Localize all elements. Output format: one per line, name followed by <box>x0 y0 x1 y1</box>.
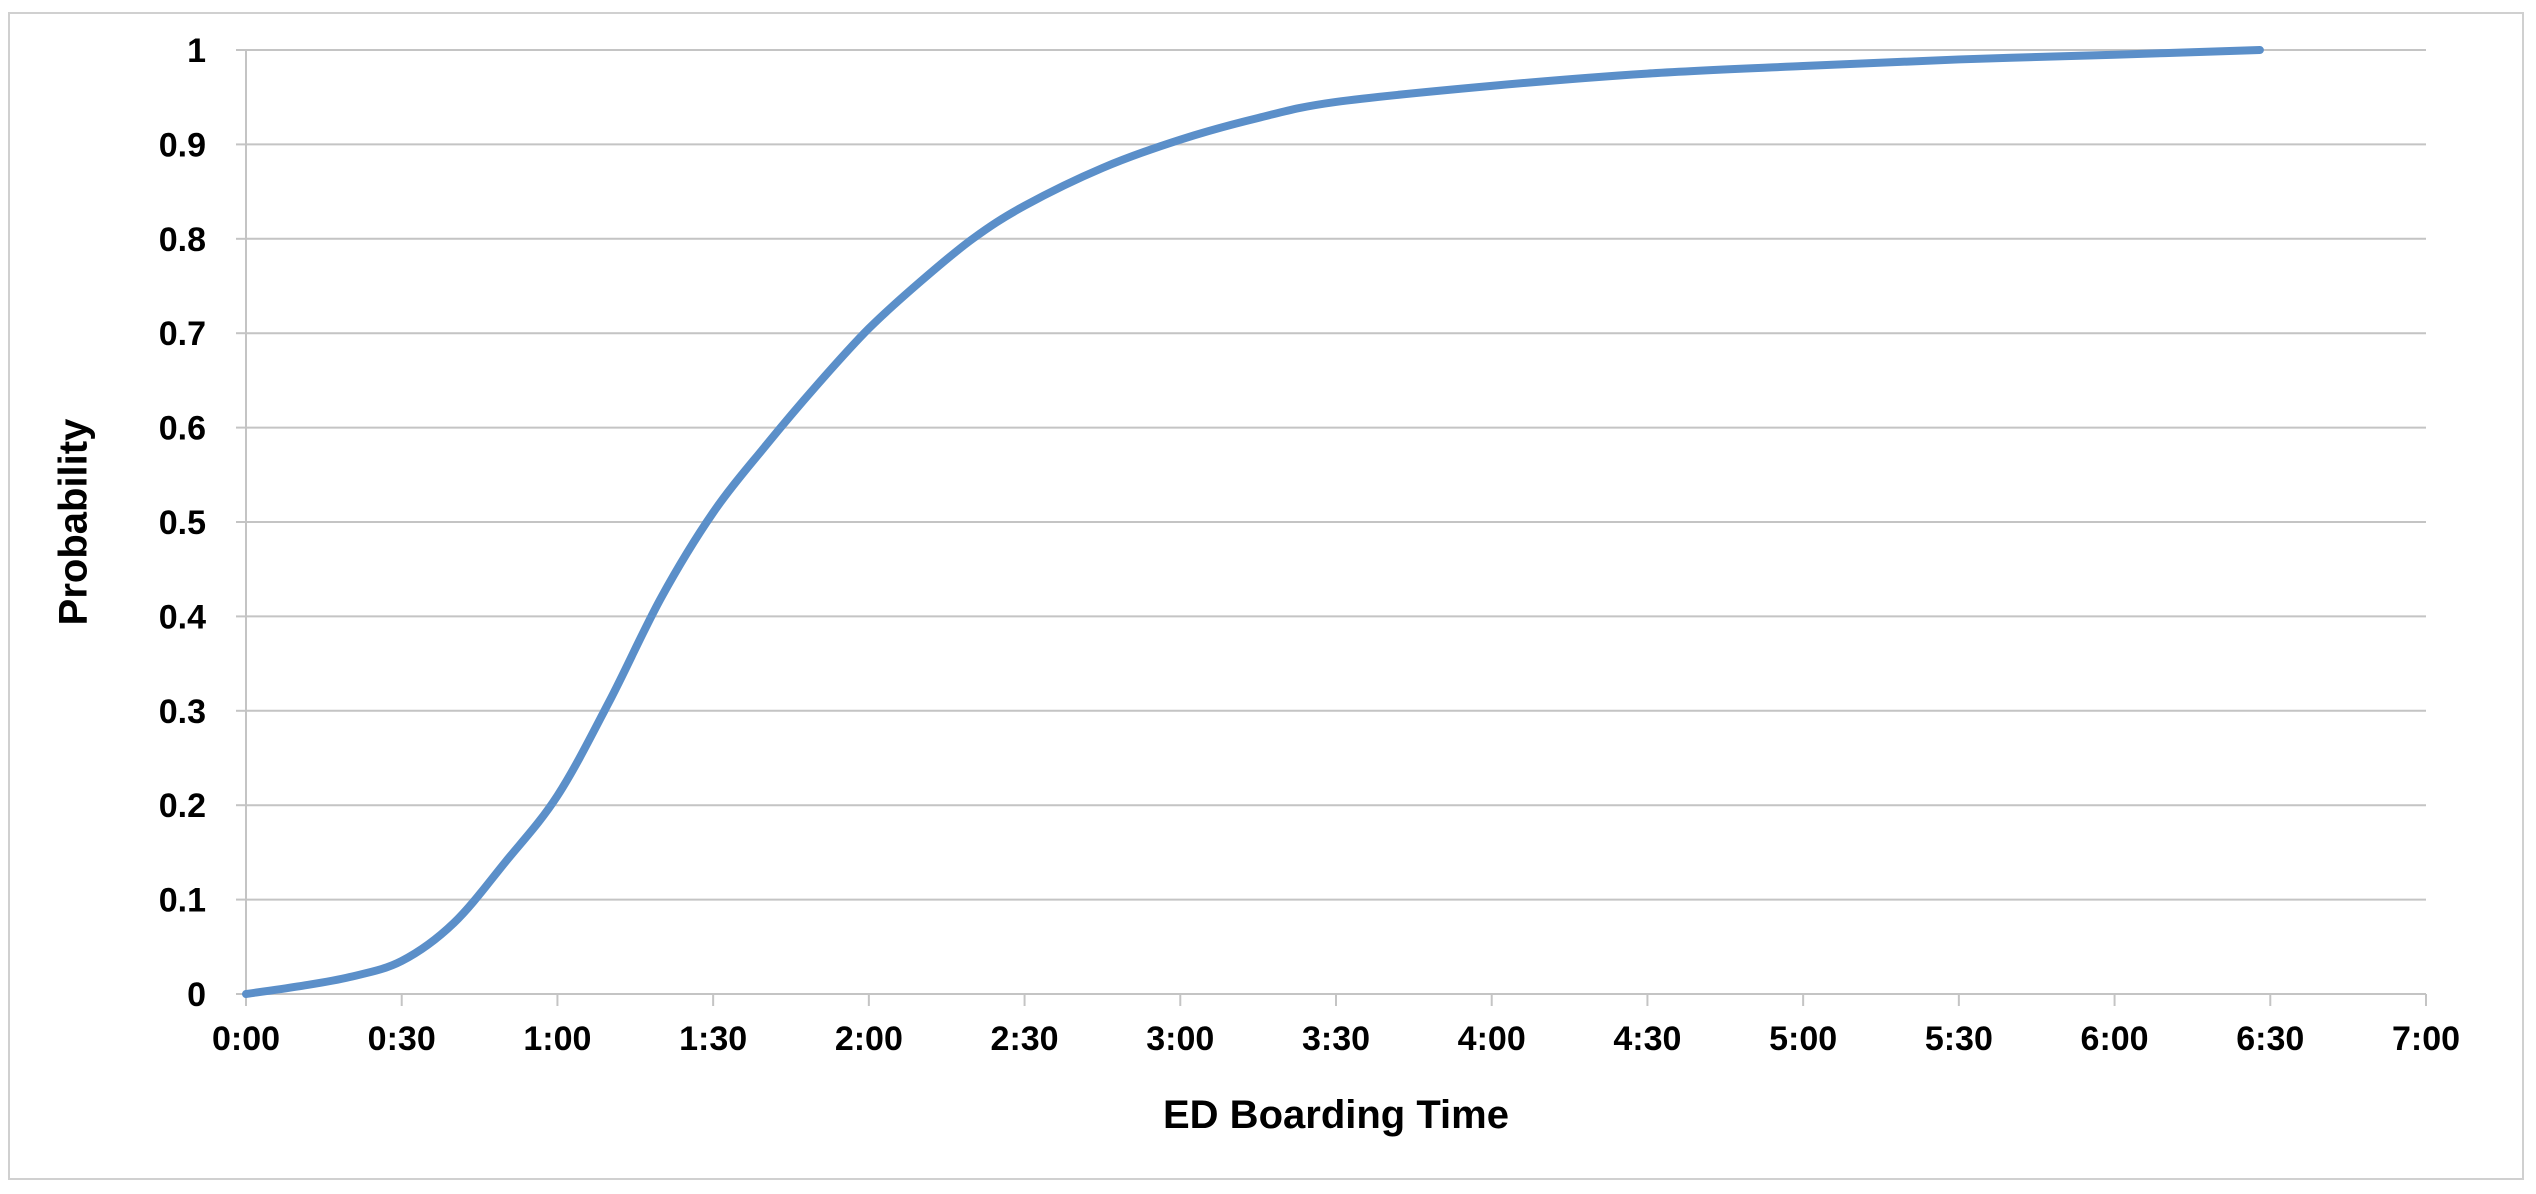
chart-frame: 0 0.1 0.2 0.3 0.4 0.5 0.6 0.7 0.8 0.9 1 0:00 0:30 1:… <box>8 12 2524 1180</box>
x-tick-label: 7:00 <box>2392 1020 2460 1058</box>
x-tick-label: 4:30 <box>1613 1020 1681 1058</box>
x-tick-labels: 0:00 0:30 1:00 1:30 2:00 2:30 3:00 3:30 4:00 4:30… <box>212 1020 2460 1058</box>
y-tick-label: 0.6 <box>159 410 206 448</box>
series-layer <box>242 46 2264 998</box>
x-tick-label: 6:30 <box>2236 1020 2304 1058</box>
x-tick-label: 0:30 <box>368 1020 436 1058</box>
y-tick-label: 0.3 <box>159 693 206 731</box>
y-tick-label: 0.4 <box>159 598 206 636</box>
y-tick-label: 0.5 <box>159 504 206 542</box>
y-tick-label: 0.1 <box>159 882 206 920</box>
x-tick-label: 0:00 <box>212 1020 280 1058</box>
x-tick-label: 2:30 <box>991 1020 1059 1058</box>
gridlines <box>246 49 2426 901</box>
x-tick-label: 4:00 <box>1458 1020 1526 1058</box>
x-tick-label: 5:00 <box>1769 1020 1837 1058</box>
x-axis-title: ED Boarding Time <box>1163 1093 1509 1137</box>
x-tick-label: 5:30 <box>1925 1020 1993 1058</box>
y-tick-label: 1 <box>187 32 206 70</box>
x-tick-label: 1:00 <box>523 1020 591 1058</box>
line-chart: 0 0.1 0.2 0.3 0.4 0.5 0.6 0.7 0.8 0.9 1 0:00 0:30 1:… <box>52 32 2460 1137</box>
y-tick-labels: 0 0.1 0.2 0.3 0.4 0.5 0.6 0.7 0.8 0.9 1 <box>159 32 206 1014</box>
y-tick-label: 0.9 <box>159 126 206 164</box>
y-tick-label: 0.7 <box>159 315 206 353</box>
x-tick-label: 1:30 <box>679 1020 747 1058</box>
axes <box>236 49 2427 1006</box>
probability-series-line <box>242 46 2264 998</box>
x-tick-label: 3:00 <box>1146 1020 1214 1058</box>
y-tick-label: 0.2 <box>159 787 206 825</box>
y-axis-title: Probability <box>52 418 96 625</box>
x-tick-label: 6:00 <box>2081 1020 2149 1058</box>
x-tick-label: 2:00 <box>835 1020 903 1058</box>
y-tick-label: 0 <box>187 976 206 1014</box>
y-tick-label: 0.8 <box>159 221 206 259</box>
x-tick-label: 3:30 <box>1302 1020 1370 1058</box>
